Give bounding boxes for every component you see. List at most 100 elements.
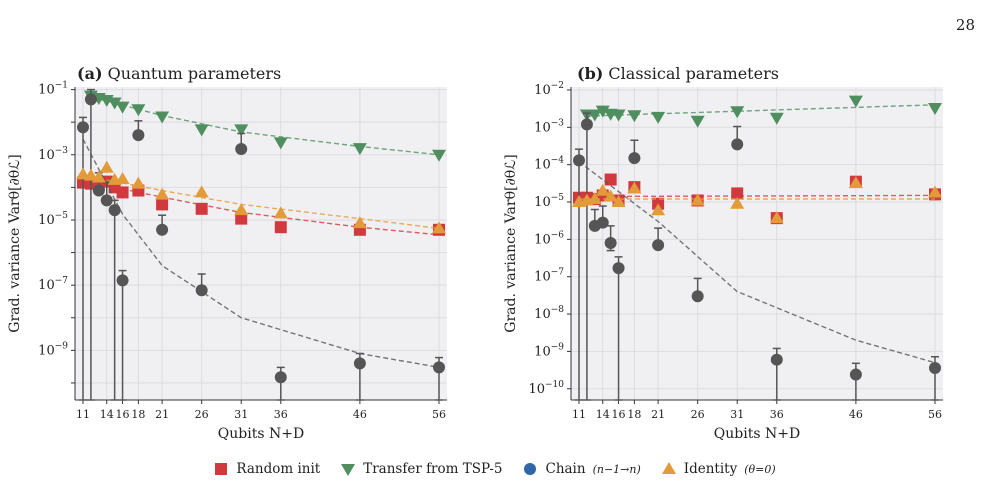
data-point (848, 176, 863, 189)
trend-line (578, 161, 936, 364)
trend-line (578, 194, 936, 198)
data-point (603, 189, 618, 202)
data-point (848, 95, 863, 108)
data-point (194, 124, 209, 137)
y-tick-label: 10−3 (534, 118, 564, 135)
legend-marker-random (215, 463, 228, 475)
data-point (235, 212, 248, 225)
data-point (156, 223, 169, 236)
data-point (91, 170, 106, 183)
x-tick-label: 46 (353, 408, 367, 421)
data-point (432, 149, 446, 162)
y-tick-label: 10−7 (534, 268, 564, 285)
panel-a-title: (a) Quantum parameters (77, 64, 281, 83)
data-point (929, 361, 941, 374)
data-point (595, 105, 610, 118)
data-point (628, 152, 641, 165)
y-tick-label: 10−9 (38, 341, 68, 358)
y-tick-label: 10−9 (534, 342, 564, 359)
data-point (131, 176, 146, 189)
legend-label-random: Random init (236, 461, 321, 477)
y-tick-label: 10−4 (534, 156, 564, 173)
data-point (273, 206, 288, 219)
data-point (234, 203, 249, 216)
legend-marker-chain (524, 463, 537, 475)
data-point (83, 168, 98, 181)
series-identity-0- (76, 160, 446, 234)
data-point (730, 196, 745, 209)
data-point (77, 121, 89, 134)
panel-a-tag: (a) (77, 64, 103, 83)
data-point (353, 357, 366, 370)
panel-b-tag: (b) (577, 64, 604, 83)
legend-label-transfer: Transfer from TSP-5 (363, 461, 503, 477)
data-point (274, 371, 287, 384)
legend-marker-transfer (341, 464, 356, 476)
panel-a-title-text: Quantum parameters (107, 64, 282, 83)
y-tick-label: 10−5 (534, 193, 564, 210)
data-point (155, 111, 170, 124)
legend-item-random: Random init (213, 461, 320, 477)
data-point (690, 193, 705, 206)
y-tick-label: 10−10 (528, 380, 564, 397)
data-point (691, 290, 704, 303)
data-point (132, 129, 145, 142)
legend-marker-identity (661, 462, 676, 474)
x-tick-label: 11 (76, 408, 90, 421)
data-point (651, 203, 666, 216)
chart-legend: Random init Transfer from TSP-5 Chain (n−1→… (0, 457, 989, 481)
data-point (433, 361, 445, 374)
x-axis-label: Qubits N+D (714, 426, 800, 442)
data-point (730, 106, 745, 119)
x-tick-label: 31 (730, 408, 744, 421)
panel-b-title: (b) Classical parameters (577, 64, 779, 83)
data-point (108, 204, 121, 217)
data-point (116, 274, 129, 287)
data-point (195, 202, 208, 215)
data-point (587, 109, 602, 122)
data-point (194, 185, 209, 198)
plot-background (75, 87, 447, 400)
data-point (195, 284, 208, 297)
series-transfer-from-tsp-5 (83, 90, 446, 162)
data-point (731, 138, 744, 151)
legend-item-chain: Chain (n−1→n) (522, 461, 641, 477)
series-chain (573, 112, 941, 401)
data-point (770, 353, 783, 366)
x-tick-label: 36 (770, 408, 784, 421)
x-tick-label: 26 (691, 408, 705, 421)
x-tick-label: 56 (432, 408, 446, 421)
x-tick-label: 26 (195, 408, 209, 421)
x-tick-label: 18 (627, 408, 641, 421)
y-tick-label: 10−1 (38, 81, 68, 98)
data-point (604, 236, 617, 249)
y-tick-label: 10−5 (38, 211, 68, 228)
data-point (352, 216, 367, 229)
data-point (580, 118, 593, 131)
data-point (596, 216, 609, 229)
data-point (352, 143, 367, 156)
data-point (587, 192, 602, 205)
data-point (612, 262, 625, 275)
plot-background (571, 87, 943, 400)
data-point (731, 187, 744, 200)
data-point (116, 186, 129, 199)
x-tick-label: 21 (651, 408, 665, 421)
data-point (115, 101, 130, 114)
legend-suffix-identity: (θ=0) (744, 462, 776, 476)
data-point (432, 221, 446, 234)
data-point (573, 154, 585, 167)
data-point (769, 112, 784, 125)
data-point (627, 181, 642, 194)
data-point (604, 173, 617, 186)
y-tick-label: 10−3 (38, 146, 68, 163)
x-tick-label: 18 (131, 408, 145, 421)
y-axis-label: Grad. variance Varθ[∂θℒ] (7, 154, 23, 332)
data-point (611, 195, 626, 208)
series-identity-0- (572, 176, 942, 224)
data-point (274, 221, 287, 234)
legend-label-identity: Identity (683, 461, 738, 477)
page-number: 28 (955, 16, 975, 34)
series-chain (77, 88, 445, 401)
